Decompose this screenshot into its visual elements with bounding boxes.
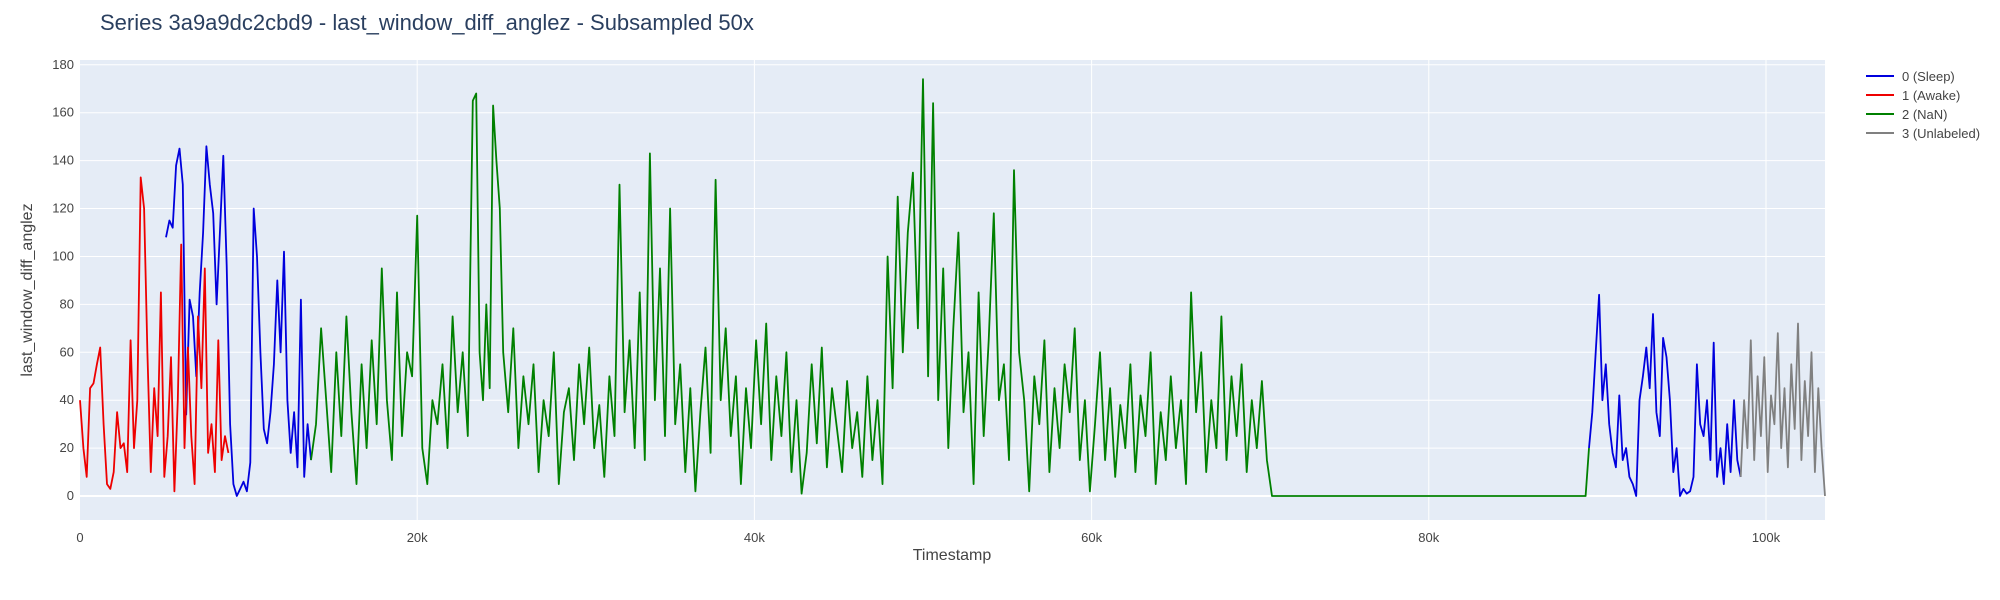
- series-line-0: [1588, 293, 1742, 497]
- x-axis-ticks: 0 20k 40k 60k 80k 100k: [76, 530, 1780, 545]
- legend-item[interactable]: 0 (Sleep): [1866, 69, 1955, 84]
- y-tick-label: 100: [52, 248, 74, 263]
- y-axis-title: last_window_diff_anglez: [19, 203, 36, 376]
- series-layer: [79, 78, 1826, 497]
- y-axis-ticks: 0 20 40 60 80 100 120 140 160 180: [52, 57, 74, 503]
- y-tick-label: 120: [52, 201, 74, 216]
- legend-label: 2 (NaN): [1902, 107, 1948, 122]
- y-tick-label: 0: [67, 488, 74, 503]
- y-tick-label: 20: [60, 440, 74, 455]
- legend-label: 1 (Awake): [1902, 88, 1960, 103]
- legend-item[interactable]: 1 (Awake): [1866, 88, 1960, 103]
- y-tick-label: 40: [60, 392, 74, 407]
- x-axis-title: Timestamp: [913, 547, 992, 564]
- x-tick-label: 100k: [1752, 530, 1781, 545]
- legend-item[interactable]: 3 (Unlabeled): [1866, 126, 1980, 141]
- y-tick-label: 60: [60, 344, 74, 359]
- y-tick-label: 140: [52, 153, 74, 168]
- x-tick-label: 60k: [1081, 530, 1102, 545]
- legend-item[interactable]: 2 (NaN): [1866, 107, 1948, 122]
- x-tick-label: 20k: [407, 530, 428, 545]
- x-tick-label: 40k: [744, 530, 765, 545]
- chart-title: Series 3a9a9dc2cbd9 - last_window_diff_a…: [100, 10, 754, 35]
- plot-area: [80, 60, 1825, 520]
- series-line-1: [79, 176, 230, 493]
- legend[interactable]: 0 (Sleep) 1 (Awake) 2 (NaN) 3 (Unlabeled): [1866, 69, 1980, 141]
- x-tick-label: 80k: [1418, 530, 1439, 545]
- y-tick-label: 160: [52, 105, 74, 120]
- legend-label: 3 (Unlabeled): [1902, 126, 1980, 141]
- y-tick-label: 80: [60, 296, 74, 311]
- y-tick-label: 180: [52, 57, 74, 72]
- x-tick-label: 0: [76, 530, 83, 545]
- legend-label: 0 (Sleep): [1902, 69, 1955, 84]
- series-line-3: [1739, 322, 1826, 497]
- series-line-2: [310, 78, 1590, 497]
- series-line-0: [165, 145, 312, 497]
